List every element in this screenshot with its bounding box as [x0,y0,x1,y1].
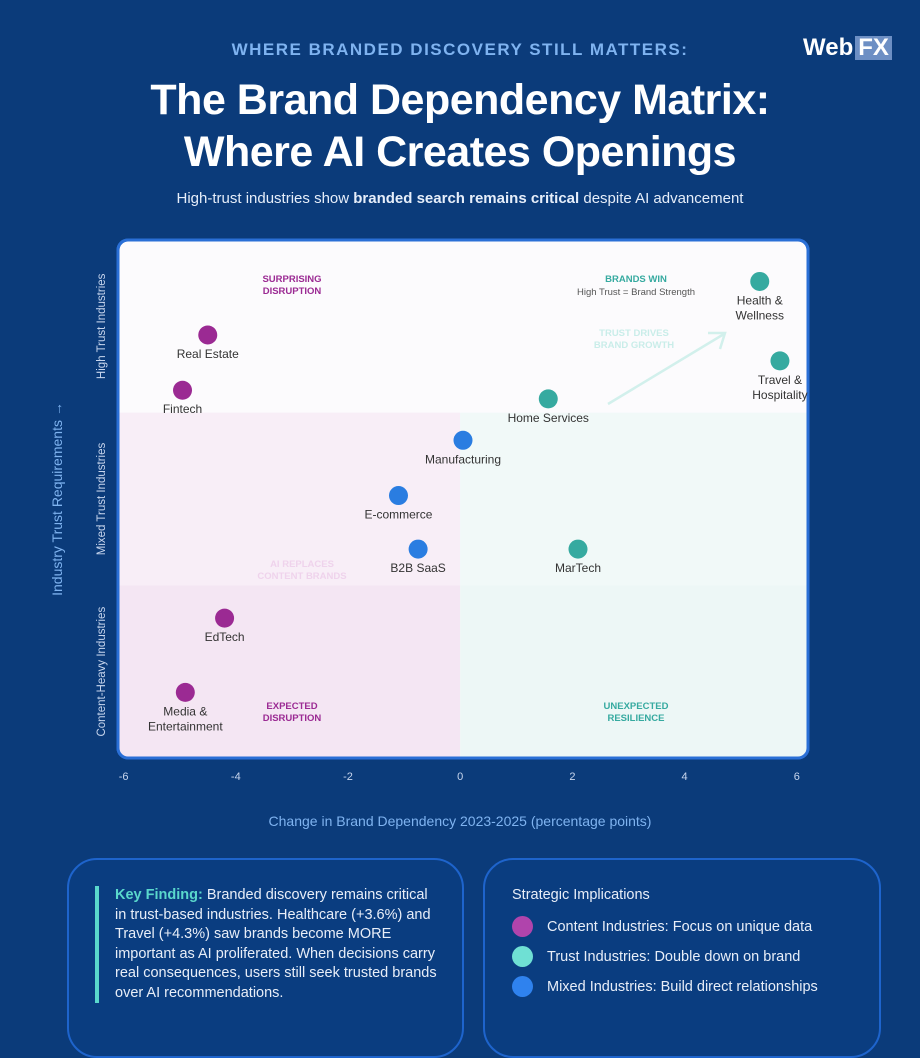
subtitle-post: despite AI advancement [579,190,744,207]
point-label: Entertainment [148,719,223,733]
point-label: B2B SaaS [390,561,445,575]
key-finding-card: Key Finding: Branded discovery remains c… [67,858,464,1058]
quadrant-label-title: SURPRISING [262,274,321,285]
implication-text: Mixed Industries: Build direct relations… [547,978,818,995]
point-label: Fintech [163,402,202,416]
point-label: Health & [737,293,783,307]
legend-dot-mixed [512,976,533,997]
data-point [198,325,218,345]
quadrant-label-title: EXPECTED [266,701,317,712]
quadrant-label-title: UNEXPECTED [604,701,669,712]
data-point [568,539,588,559]
logo-box: FX [855,36,892,60]
strategic-implications-card: Strategic Implications Content Industrie… [483,858,881,1058]
subtitle: High-trust industries show branded searc… [0,190,920,207]
point-label: Home Services [508,411,589,425]
plot-border [116,238,810,760]
quadrant-label-title: RESILIENCE [607,713,664,724]
data-point [770,351,790,371]
data-point [408,539,428,559]
quadrant-label-title: DISRUPTION [263,713,322,724]
point-label: Real Estate [177,347,239,361]
data-point [175,682,195,702]
x-tick-label: 4 [682,771,688,783]
quadrant-label-sub: High Trust = Brand Strength [577,287,695,298]
annotation-text: CONTENT BRANDS [257,571,346,582]
x-tick-label: -4 [231,771,241,783]
y-band-label: Content-Heavy Industries [96,607,108,737]
trend-arrow-line [607,332,725,406]
logo-text: Web [803,34,854,61]
y-axis-label: Industry Trust Requirements → [49,402,65,596]
x-tick-label: -2 [343,771,353,783]
point-label: MarTech [555,561,601,575]
subtitle-bold: branded search remains critical [353,190,580,207]
key-finding-label: Key Finding: [115,887,203,903]
quadrant-shade [460,585,808,758]
point-label: EdTech [205,630,245,644]
legend-dot-trust [512,946,533,967]
quadrant-shade [460,412,808,586]
x-tick-label: 2 [569,771,575,783]
title-line-1: The Brand Dependency Matrix: [150,76,770,124]
quadrant-shade [118,585,461,758]
x-tick-label: 0 [457,771,463,783]
quadrants [118,412,808,758]
data-point [538,389,558,409]
implication-text: Trust Industries: Double down on brand [547,948,801,965]
key-finding-text: Key Finding: Branded discovery remains c… [95,886,440,1003]
point-label: Travel & [758,373,802,387]
title-line-2: Where AI Creates Openings [183,128,737,176]
implication-item: Mixed Industries: Build direct relations… [512,976,818,997]
point-label: Manufacturing [425,452,501,466]
y-band-label: Mixed Trust Industries [96,443,108,556]
trend-arrow-head [708,331,727,350]
implication-text: Content Industries: Focus on unique data [547,918,813,935]
key-finding-body: Branded discovery remains critical in tr… [115,887,437,1001]
annotation-text: TRUST DRIVES [599,328,669,339]
y-band-label: High Trust Industries [96,273,108,379]
point-label: E-commerce [364,508,432,522]
point-label: Wellness [736,308,784,322]
x-axis-label: Change in Brand Dependency 2023-2025 (pe… [269,813,652,829]
x-tick-label: -6 [119,771,129,783]
annotation-text: AI REPLACES [270,559,334,570]
data-point [173,380,193,400]
eyebrow: WHERE BRANDED DISCOVERY STILL MATTERS: [231,40,689,59]
subtitle-pre: High-trust industries show [176,190,354,207]
annotation-text: BRAND GROWTH [594,340,674,351]
webfx-logo: Web FX [803,34,892,62]
quadrant-label-title: BRANDS WIN [605,274,667,285]
point-label: Media & [163,704,207,718]
data-point [215,608,235,628]
implications-title: Strategic Implications [512,887,650,903]
page-title: The Brand Dependency Matrix: Where AI Cre… [0,74,920,178]
point-label: Hospitality [752,388,807,402]
data-point [750,271,770,291]
quadrant-label-title: DISRUPTION [263,286,322,297]
implication-item: Content Industries: Focus on unique data [512,916,812,937]
data-point [453,430,473,450]
x-tick-label: 6 [794,771,800,783]
implication-item: Trust Industries: Double down on brand [512,946,800,967]
data-point [388,486,408,506]
legend-dot-content [512,916,533,937]
